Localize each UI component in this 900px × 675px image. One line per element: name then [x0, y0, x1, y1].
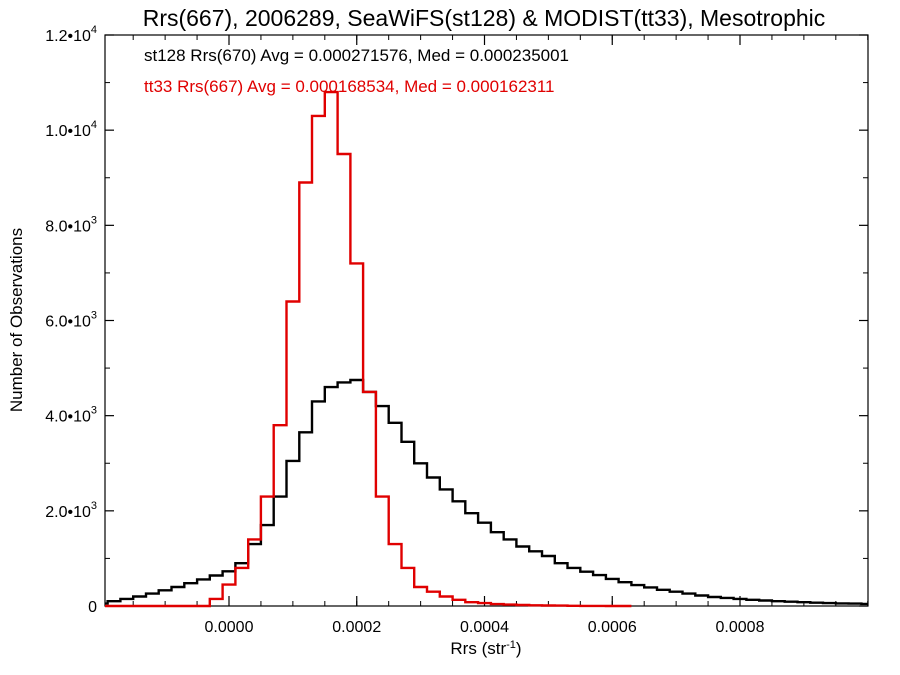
series-layer	[105, 90, 868, 608]
annotation-st128: st128 Rrs(670) Avg = 0.000271576, Med = …	[144, 46, 569, 65]
x-tick-label: 0.0004	[460, 619, 509, 636]
x-axis-label-main: Rrs (str	[450, 639, 506, 658]
x-axis-label-sup: -1	[506, 639, 516, 651]
y-tick-label: 1.2•104	[45, 24, 97, 45]
x-tick-label: 0.0006	[588, 619, 637, 636]
series-line-1	[105, 90, 632, 608]
y-tick-label: 1.0•104	[45, 119, 97, 140]
y-tick-label: 8.0•103	[45, 214, 97, 235]
y-axis-ticks: 0 2.0•103 4.0•103 6.0•103 8.0•103 1.0•104 1.2•…	[45, 24, 868, 616]
x-tick-label: 0.0002	[332, 619, 381, 636]
y-tick-label: 6.0•103	[45, 310, 97, 331]
x-axis-label: Rrs (str-1)	[450, 639, 521, 658]
y-tick-label: 2.0•103	[45, 500, 97, 521]
y-tick-label: 4.0•103	[45, 405, 97, 426]
plot-frame	[104, 34, 869, 607]
x-tick-label: 0.0008	[716, 619, 765, 636]
series-line-0	[105, 378, 868, 606]
x-axis-ticks: 0.0000 0.0002 0.0004 0.0006 0.0008	[132, 35, 869, 636]
chart-title: Rrs(667), 2006289, SeaWiFS(st128) & MODI…	[143, 5, 826, 31]
x-axis-label-end: )	[516, 639, 522, 658]
y-tick-label: 0	[88, 599, 97, 616]
annotation-tt33: tt33 Rrs(667) Avg = 0.000168534, Med = 0…	[144, 77, 555, 96]
y-axis-label: Number of Observations	[7, 228, 26, 412]
x-tick-label: 0.0000	[205, 619, 254, 636]
